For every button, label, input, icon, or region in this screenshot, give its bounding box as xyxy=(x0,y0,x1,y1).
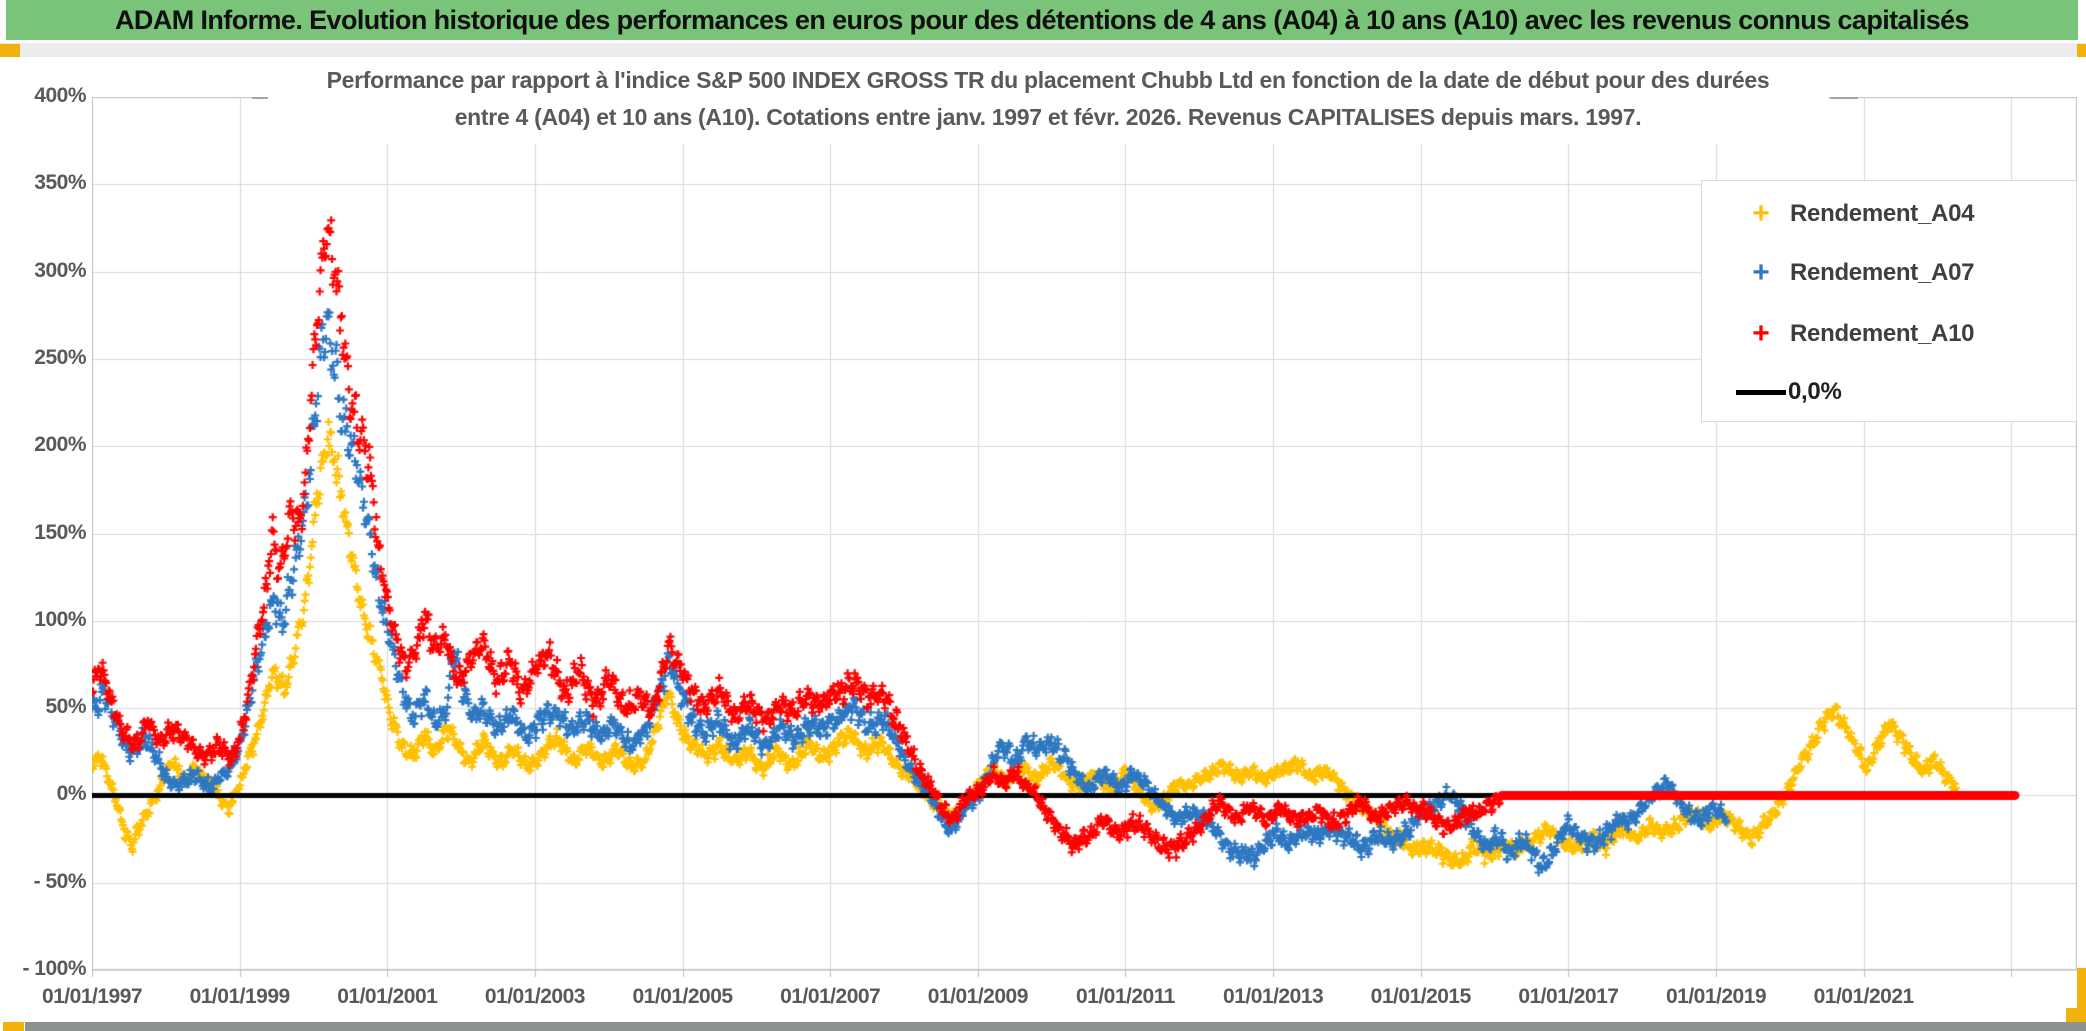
y-tick-label: 0% xyxy=(56,782,87,806)
legend-item-rendement-a04[interactable]: + Rendement_A04 xyxy=(1702,197,2076,231)
page-title: ADAM Informe. Evolution historique des p… xyxy=(115,4,1970,35)
y-tick-label: 150% xyxy=(34,520,86,544)
title-right-dash xyxy=(1830,97,1858,99)
x-tick-label: 01/01/2001 xyxy=(337,985,438,1008)
x-tick-label: 01/01/2011 xyxy=(1075,985,1175,1008)
x-tick-label: 01/01/1999 xyxy=(189,985,291,1008)
x-tick-label: 01/01/2015 xyxy=(1370,985,1472,1008)
header-divider-strip xyxy=(0,43,2086,57)
x-tick-label: 01/01/2013 xyxy=(1223,985,1324,1008)
header-banner: ADAM Informe. Evolution historique des p… xyxy=(6,0,2078,40)
legend-item-0-0-[interactable]: 0,0% xyxy=(1702,375,2076,409)
plus-marker-icon: + xyxy=(1752,256,1770,289)
chart-title-line1: Performance par rapport à l'indice S&P 5… xyxy=(326,67,1770,93)
y-tick-label: - 50% xyxy=(33,869,87,893)
plus-marker-icon: + xyxy=(1752,317,1770,350)
gold-accent-top-right xyxy=(2077,44,2086,57)
x-tick-label: 01/01/2003 xyxy=(484,985,586,1008)
y-tick-label: 250% xyxy=(34,345,86,369)
x-tick-label: 01/01/2009 xyxy=(927,985,1029,1008)
x-tick-label: 01/01/2017 xyxy=(1518,985,1619,1008)
line-marker-icon xyxy=(1736,389,1786,395)
gold-accent-top-left xyxy=(0,44,20,57)
plus-marker-icon: + xyxy=(1752,197,1770,230)
legend-label: Rendement_A07 xyxy=(1790,259,1975,286)
legend-label: Rendement_A10 xyxy=(1790,320,1975,347)
y-tick-label: 100% xyxy=(34,607,86,631)
x-tick-label: 01/01/2005 xyxy=(632,985,733,1008)
title-left-dash xyxy=(252,97,280,99)
gold-accent-bottom-right xyxy=(2066,1008,2086,1022)
y-tick-label: 300% xyxy=(34,258,86,282)
gold-accent-right-bar xyxy=(2077,968,2086,1022)
y-tick-label: 200% xyxy=(34,433,86,457)
legend-item-rendement-a10[interactable]: + Rendement_A10 xyxy=(1702,317,2076,351)
legend-label: 0,0% xyxy=(1788,378,1842,405)
legend-label: Rendement_A04 xyxy=(1790,200,1975,227)
x-tick-label: 01/01/2007 xyxy=(780,985,881,1008)
legend-item-rendement-a07[interactable]: + Rendement_A07 xyxy=(1702,256,2076,290)
y-tick-label: - 100% xyxy=(22,957,86,980)
y-tick-label: 400% xyxy=(34,84,86,107)
chart-title-line2: entre 4 (A04) et 10 ans (A10). Cotations… xyxy=(454,104,1642,130)
y-tick-label: 350% xyxy=(34,171,86,195)
chart-title: Performance par rapport à l'indice S&P 5… xyxy=(268,62,1828,144)
x-tick-label: 01/01/1997 xyxy=(41,985,143,1008)
y-tick-label: 50% xyxy=(45,695,86,719)
x-tick-label: 01/01/2021 xyxy=(1813,985,1915,1008)
chart-legend[interactable]: + Rendement_A04 + Rendement_A07 + Rendement_A… xyxy=(1701,180,2077,422)
bottom-bar xyxy=(25,1022,2086,1031)
gold-accent-bottom-left xyxy=(3,1022,24,1031)
x-tick-label: 01/01/2019 xyxy=(1665,985,1767,1008)
